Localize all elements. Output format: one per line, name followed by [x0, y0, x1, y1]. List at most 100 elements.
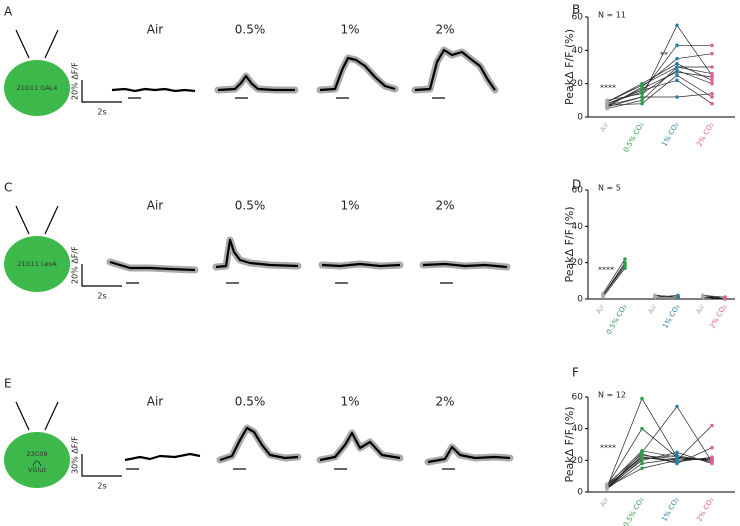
panel-letter: C: [4, 181, 12, 195]
trace-title: 2%: [435, 199, 454, 213]
annotation: N = 12: [598, 391, 626, 400]
x-tick-label: Air: [695, 303, 707, 315]
trace-title: 0.5%: [235, 199, 266, 213]
y-tick-label: 20: [572, 258, 584, 268]
trace: [427, 445, 511, 464]
trace: [215, 238, 299, 269]
y-tick-label: 0: [577, 488, 583, 498]
genotype-label: 23C09: [26, 450, 47, 458]
traces: [106, 46, 514, 466]
point: [623, 262, 627, 267]
significance: ****: [598, 266, 614, 275]
panel-letter: E: [4, 377, 12, 391]
point: [605, 485, 609, 490]
point: [640, 461, 644, 466]
trace: [111, 87, 196, 93]
neuron-group: [4, 236, 70, 292]
y-axis-label: PeakΔ F/F (%): [563, 206, 576, 282]
y-tick-label: 20: [572, 79, 584, 89]
point: [710, 95, 714, 99]
point: [675, 65, 679, 69]
x-tick-label: 0.5% CO₂: [622, 496, 646, 526]
x-tick-label: 0.5% CO₂: [605, 303, 629, 336]
point: [640, 98, 644, 103]
trace: [124, 452, 201, 462]
point: [605, 103, 609, 108]
scale-x-label: 2s: [97, 292, 106, 301]
point: [601, 293, 605, 298]
point: [675, 70, 679, 74]
point: [710, 423, 714, 428]
series-line: [606, 66, 713, 103]
y-tick-label: 60: [572, 13, 584, 23]
trace: [321, 262, 401, 268]
annotation: N = 5: [598, 184, 621, 193]
scale-y-label: 30% ΔF/F: [71, 436, 80, 474]
trace-title: 0.5%: [235, 23, 266, 37]
y-tick-label: 0: [577, 113, 583, 123]
point: [640, 466, 644, 471]
trace: [217, 74, 295, 92]
trace: [414, 48, 496, 92]
point: [710, 91, 714, 96]
point: [676, 293, 680, 298]
point: [640, 83, 644, 88]
panel-letter: F: [572, 366, 579, 380]
x-tick-label: 0.5% CO₂: [622, 121, 646, 154]
pair-line: [602, 267, 626, 298]
annotation: N = 11: [598, 11, 626, 20]
trace-title: Air: [147, 23, 164, 37]
scale-bar: [81, 80, 122, 103]
pair-line: [602, 258, 626, 294]
significance: **: [660, 51, 668, 60]
point: [640, 101, 644, 106]
x-tick-label: Air: [595, 303, 607, 315]
x-tick-label: Air: [599, 496, 611, 508]
y-tick-label: 60: [572, 393, 584, 403]
point: [710, 75, 714, 79]
series-line: [606, 63, 713, 103]
point: [675, 78, 679, 83]
point: [710, 71, 714, 76]
point: [723, 295, 727, 299]
point: [675, 73, 679, 78]
trace-title: Air: [147, 395, 164, 409]
probe: [15, 29, 59, 59]
point: [640, 426, 644, 431]
stimulus-bars: [126, 97, 455, 470]
point: [640, 95, 644, 99]
point: [675, 450, 679, 455]
series-line: [606, 455, 712, 488]
scale-x-label: 2s: [97, 108, 106, 117]
x-tick-label: 2% CO₂: [695, 496, 715, 523]
pair-line: [602, 264, 626, 296]
trace-title: 2%: [435, 23, 454, 37]
trace: [319, 56, 396, 92]
series-line: [606, 44, 712, 104]
x-tick-label: Air: [599, 121, 611, 133]
series-line: [606, 458, 713, 488]
trace: [109, 260, 196, 272]
series-line: [606, 24, 713, 106]
scale-bar: [81, 454, 122, 477]
x-tick-label: Air: [647, 303, 659, 315]
significance: ****: [600, 444, 616, 453]
y-tick-label: 40: [572, 46, 584, 56]
series-line: [606, 74, 713, 106]
trace-title: Air: [147, 199, 164, 213]
neuron-group: [4, 432, 70, 488]
x-tick-label: 1% CO₂: [660, 496, 680, 523]
genotype-label: 21G11 GAL4: [17, 84, 58, 92]
point: [710, 101, 714, 106]
probe: [15, 205, 59, 235]
trace: [422, 262, 508, 269]
point: [675, 56, 679, 61]
panel-letter: A: [4, 5, 13, 19]
point: [675, 95, 679, 99]
point: [653, 295, 657, 299]
point: [640, 449, 644, 453]
panel-letter: D: [572, 178, 581, 192]
series-line: [606, 447, 713, 485]
point: [675, 23, 679, 28]
